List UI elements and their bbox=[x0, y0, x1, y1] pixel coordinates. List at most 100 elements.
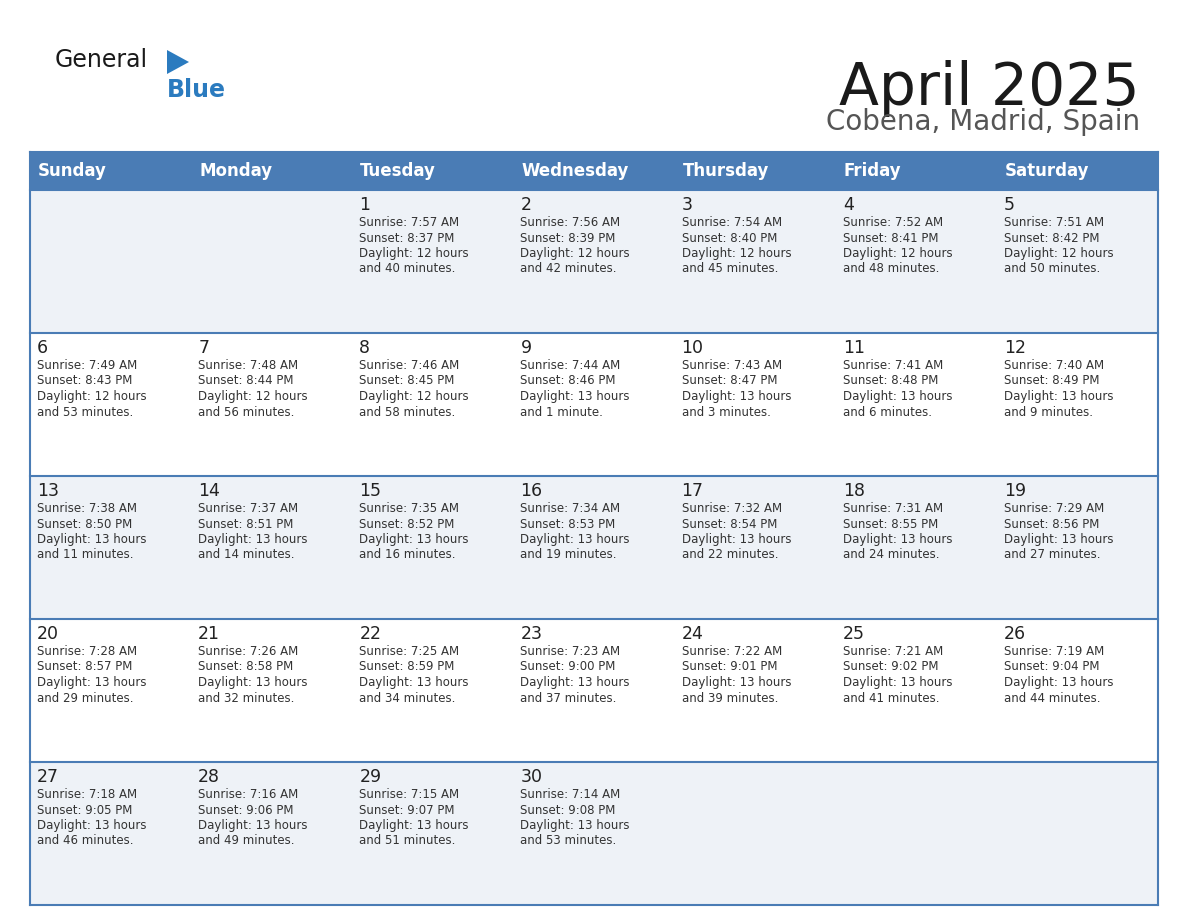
Text: Sunset: 9:04 PM: Sunset: 9:04 PM bbox=[1004, 660, 1099, 674]
Bar bbox=[191, 762, 353, 905]
Text: Sunset: 8:43 PM: Sunset: 8:43 PM bbox=[37, 375, 132, 387]
Bar bbox=[30, 762, 191, 905]
Text: Daylight: 13 hours: Daylight: 13 hours bbox=[37, 819, 146, 832]
Text: and 14 minutes.: and 14 minutes. bbox=[198, 548, 295, 562]
Text: and 19 minutes.: and 19 minutes. bbox=[520, 548, 617, 562]
Text: Daylight: 13 hours: Daylight: 13 hours bbox=[520, 390, 630, 403]
Text: 2: 2 bbox=[520, 196, 531, 214]
Text: and 40 minutes.: and 40 minutes. bbox=[359, 263, 456, 275]
Text: 10: 10 bbox=[682, 339, 703, 357]
Bar bbox=[513, 619, 675, 762]
Bar bbox=[30, 619, 191, 762]
Text: Sunrise: 7:26 AM: Sunrise: 7:26 AM bbox=[198, 645, 298, 658]
Text: and 39 minutes.: and 39 minutes. bbox=[682, 691, 778, 704]
Text: Sunrise: 7:49 AM: Sunrise: 7:49 AM bbox=[37, 359, 138, 372]
Text: Daylight: 13 hours: Daylight: 13 hours bbox=[520, 533, 630, 546]
Text: Sunset: 8:37 PM: Sunset: 8:37 PM bbox=[359, 231, 455, 244]
Text: and 53 minutes.: and 53 minutes. bbox=[520, 834, 617, 847]
Text: 24: 24 bbox=[682, 625, 703, 643]
Bar bbox=[675, 619, 835, 762]
Text: General: General bbox=[55, 48, 148, 72]
Text: Tuesday: Tuesday bbox=[360, 162, 436, 180]
Text: 11: 11 bbox=[842, 339, 865, 357]
Text: Sunrise: 7:34 AM: Sunrise: 7:34 AM bbox=[520, 502, 620, 515]
Bar bbox=[835, 762, 997, 905]
Text: and 27 minutes.: and 27 minutes. bbox=[1004, 548, 1100, 562]
Text: Sunrise: 7:40 AM: Sunrise: 7:40 AM bbox=[1004, 359, 1104, 372]
Text: Sunrise: 7:38 AM: Sunrise: 7:38 AM bbox=[37, 502, 137, 515]
Text: and 6 minutes.: and 6 minutes. bbox=[842, 406, 931, 419]
Text: Sunset: 8:51 PM: Sunset: 8:51 PM bbox=[198, 518, 293, 531]
Text: Sunrise: 7:52 AM: Sunrise: 7:52 AM bbox=[842, 216, 943, 229]
Text: Sunset: 8:42 PM: Sunset: 8:42 PM bbox=[1004, 231, 1099, 244]
Bar bbox=[191, 619, 353, 762]
Text: and 50 minutes.: and 50 minutes. bbox=[1004, 263, 1100, 275]
Text: Daylight: 13 hours: Daylight: 13 hours bbox=[520, 676, 630, 689]
Bar bbox=[513, 476, 675, 619]
Text: Sunrise: 7:48 AM: Sunrise: 7:48 AM bbox=[198, 359, 298, 372]
Text: 15: 15 bbox=[359, 482, 381, 500]
Text: Sunrise: 7:57 AM: Sunrise: 7:57 AM bbox=[359, 216, 460, 229]
Text: Daylight: 13 hours: Daylight: 13 hours bbox=[682, 390, 791, 403]
Text: Sunrise: 7:29 AM: Sunrise: 7:29 AM bbox=[1004, 502, 1104, 515]
Text: 22: 22 bbox=[359, 625, 381, 643]
Bar bbox=[191, 190, 353, 333]
Text: 14: 14 bbox=[198, 482, 220, 500]
Text: and 22 minutes.: and 22 minutes. bbox=[682, 548, 778, 562]
Text: Daylight: 12 hours: Daylight: 12 hours bbox=[198, 390, 308, 403]
Text: Sunset: 9:01 PM: Sunset: 9:01 PM bbox=[682, 660, 777, 674]
Text: and 45 minutes.: and 45 minutes. bbox=[682, 263, 778, 275]
Text: 8: 8 bbox=[359, 339, 371, 357]
Text: Sunrise: 7:16 AM: Sunrise: 7:16 AM bbox=[198, 788, 298, 801]
Text: Daylight: 13 hours: Daylight: 13 hours bbox=[359, 676, 469, 689]
Text: Sunrise: 7:37 AM: Sunrise: 7:37 AM bbox=[198, 502, 298, 515]
Text: Sunrise: 7:21 AM: Sunrise: 7:21 AM bbox=[842, 645, 943, 658]
Bar bbox=[30, 333, 191, 476]
Text: Sunrise: 7:28 AM: Sunrise: 7:28 AM bbox=[37, 645, 137, 658]
Text: Blue: Blue bbox=[168, 78, 226, 102]
Text: 4: 4 bbox=[842, 196, 854, 214]
Bar bbox=[835, 190, 997, 333]
Text: Sunrise: 7:32 AM: Sunrise: 7:32 AM bbox=[682, 502, 782, 515]
Text: Sunrise: 7:23 AM: Sunrise: 7:23 AM bbox=[520, 645, 620, 658]
Text: and 58 minutes.: and 58 minutes. bbox=[359, 406, 455, 419]
Text: and 48 minutes.: and 48 minutes. bbox=[842, 263, 939, 275]
Text: Daylight: 13 hours: Daylight: 13 hours bbox=[198, 533, 308, 546]
Text: Sunset: 8:52 PM: Sunset: 8:52 PM bbox=[359, 518, 455, 531]
Bar bbox=[997, 333, 1158, 476]
Text: 6: 6 bbox=[37, 339, 49, 357]
Text: Sunset: 8:59 PM: Sunset: 8:59 PM bbox=[359, 660, 455, 674]
Text: Sunrise: 7:35 AM: Sunrise: 7:35 AM bbox=[359, 502, 460, 515]
Text: and 51 minutes.: and 51 minutes. bbox=[359, 834, 456, 847]
Text: Sunset: 9:06 PM: Sunset: 9:06 PM bbox=[198, 803, 293, 816]
Text: Sunset: 8:56 PM: Sunset: 8:56 PM bbox=[1004, 518, 1099, 531]
Text: 27: 27 bbox=[37, 768, 59, 786]
Text: and 11 minutes.: and 11 minutes. bbox=[37, 548, 133, 562]
Text: 7: 7 bbox=[198, 339, 209, 357]
Text: and 29 minutes.: and 29 minutes. bbox=[37, 691, 133, 704]
Text: Daylight: 13 hours: Daylight: 13 hours bbox=[842, 533, 953, 546]
Text: 12: 12 bbox=[1004, 339, 1026, 357]
Text: Sunrise: 7:51 AM: Sunrise: 7:51 AM bbox=[1004, 216, 1104, 229]
Text: Daylight: 13 hours: Daylight: 13 hours bbox=[37, 533, 146, 546]
Text: Daylight: 13 hours: Daylight: 13 hours bbox=[198, 676, 308, 689]
Bar bbox=[835, 619, 997, 762]
Bar bbox=[353, 762, 513, 905]
Text: 5: 5 bbox=[1004, 196, 1015, 214]
Bar bbox=[835, 476, 997, 619]
Text: Daylight: 12 hours: Daylight: 12 hours bbox=[359, 247, 469, 260]
Text: Sunset: 8:50 PM: Sunset: 8:50 PM bbox=[37, 518, 132, 531]
Text: Sunset: 8:53 PM: Sunset: 8:53 PM bbox=[520, 518, 615, 531]
Text: Sunrise: 7:15 AM: Sunrise: 7:15 AM bbox=[359, 788, 460, 801]
Text: and 32 minutes.: and 32 minutes. bbox=[198, 691, 295, 704]
Text: Daylight: 13 hours: Daylight: 13 hours bbox=[682, 676, 791, 689]
Text: Daylight: 13 hours: Daylight: 13 hours bbox=[198, 819, 308, 832]
Text: Sunrise: 7:54 AM: Sunrise: 7:54 AM bbox=[682, 216, 782, 229]
Text: 23: 23 bbox=[520, 625, 543, 643]
Text: Daylight: 12 hours: Daylight: 12 hours bbox=[682, 247, 791, 260]
Text: and 37 minutes.: and 37 minutes. bbox=[520, 691, 617, 704]
Bar bbox=[353, 619, 513, 762]
Text: Sunrise: 7:31 AM: Sunrise: 7:31 AM bbox=[842, 502, 943, 515]
Bar bbox=[191, 333, 353, 476]
Text: Sunset: 9:02 PM: Sunset: 9:02 PM bbox=[842, 660, 939, 674]
